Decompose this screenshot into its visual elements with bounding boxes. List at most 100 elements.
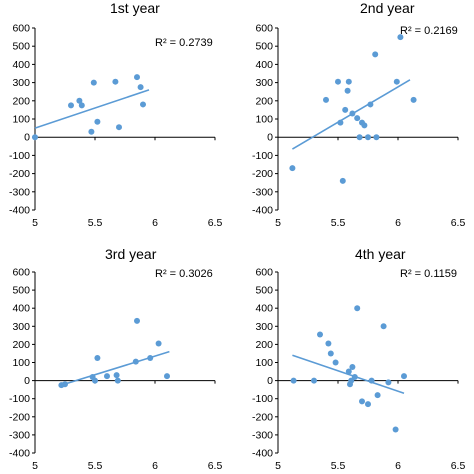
data-point	[116, 124, 122, 131]
x-tick-label: 5	[275, 217, 281, 229]
data-point	[94, 354, 101, 361]
data-point	[132, 358, 139, 365]
data-point	[349, 364, 356, 371]
data-point	[344, 87, 351, 94]
data-point	[342, 106, 349, 113]
data-point	[345, 368, 352, 375]
data-point	[397, 34, 404, 41]
x-tick-label: 6.5	[451, 460, 466, 472]
data-point	[339, 177, 346, 184]
data-point	[385, 379, 392, 386]
data-point	[373, 134, 380, 141]
y-tick-label: -200	[252, 168, 273, 180]
y-tick-label: 400	[255, 59, 273, 71]
y-tick-label: -200	[252, 411, 273, 423]
data-point	[380, 323, 387, 330]
r-squared-label: R² = 0.3026	[155, 268, 213, 280]
panel-3: 3rd year -400 -300 -200 -100 0 100 200 300 400 500…	[9, 246, 222, 472]
panel-title: 1st year	[110, 0, 160, 16]
y-tick-label: -100	[9, 150, 30, 162]
panel-title: 4th year	[355, 246, 406, 262]
r-squared-label: R² = 0.1159	[400, 268, 457, 280]
y-tick-label: 0	[267, 375, 273, 387]
data-point	[289, 165, 296, 172]
data-point	[356, 134, 363, 141]
data-point	[393, 78, 400, 85]
y-tick-label: 600	[12, 267, 30, 279]
y-tick-label: -400	[9, 448, 30, 460]
data-point	[134, 74, 140, 81]
x-tick-label: 6.5	[208, 217, 223, 229]
data-point	[332, 359, 339, 366]
x-tick-label: 6.5	[451, 217, 466, 229]
y-tick-label: 600	[255, 23, 273, 35]
y-tick-label: -200	[9, 168, 30, 180]
panel-4: 4th year -400 -300 -200 -100 0 100 200 300 400 500…	[252, 246, 465, 472]
data-point	[410, 96, 417, 103]
data-point	[137, 84, 144, 91]
data-point	[88, 128, 95, 135]
data-point	[113, 372, 120, 379]
panel-2: 2nd year -400 -300 -200 -100 0 100 200 300 400 500…	[252, 0, 465, 229]
data-point	[92, 377, 98, 384]
data-point	[32, 134, 38, 141]
x-tick-label: 5.5	[331, 460, 346, 472]
y-tick-label: 600	[12, 23, 30, 35]
data-point	[323, 96, 329, 103]
y-tick-label: 500	[255, 285, 273, 297]
y-tick-label: 300	[12, 321, 30, 333]
data-point	[114, 377, 121, 384]
data-point	[76, 97, 83, 104]
y-tick-label: 500	[255, 41, 273, 53]
data-point	[374, 392, 381, 399]
y-tick-label: 300	[12, 77, 30, 89]
y-tick-label: -100	[252, 393, 273, 405]
data-point	[354, 305, 361, 312]
data-point	[345, 78, 352, 85]
data-point	[147, 354, 154, 361]
data-point	[140, 101, 146, 108]
data-point	[335, 78, 341, 85]
data-point	[351, 373, 358, 380]
y-tick-label: -400	[252, 205, 273, 217]
r-squared-label: R² = 0.2169	[400, 25, 458, 37]
y-tick-label: 200	[12, 339, 30, 351]
data-point	[361, 122, 368, 129]
y-tick-label: 500	[12, 41, 30, 53]
y-tick-label: -100	[9, 393, 30, 405]
data-point	[325, 340, 332, 347]
y-tick-label: 200	[12, 95, 30, 107]
x-tick-label: 5.5	[331, 217, 346, 229]
data-point	[354, 115, 361, 122]
x-tick-label: 6	[152, 217, 158, 229]
y-tick-label: 0	[267, 132, 273, 144]
data-point	[401, 373, 407, 380]
data-point	[349, 110, 356, 117]
x-tick-label: 6.5	[208, 460, 223, 472]
x-tick-label: 6	[395, 460, 401, 472]
data-point	[164, 373, 170, 380]
data-point	[337, 119, 344, 126]
y-tick-label: 100	[255, 357, 273, 369]
y-tick-label: -300	[9, 186, 30, 198]
y-tick-label: 100	[12, 114, 30, 126]
data-point	[365, 401, 371, 408]
y-tick-label: 500	[12, 285, 30, 297]
y-tick-label: 400	[12, 303, 30, 315]
data-point	[104, 373, 110, 380]
y-tick-label: 100	[12, 357, 30, 369]
y-tick-label: -300	[9, 429, 30, 441]
data-point	[290, 377, 297, 384]
y-tick-label: 300	[255, 77, 273, 89]
y-tick-label: 0	[24, 375, 30, 387]
y-tick-label: 200	[255, 339, 273, 351]
data-point	[327, 350, 334, 357]
y-tick-label: -100	[252, 150, 273, 162]
panel-title: 3rd year	[105, 246, 157, 262]
panel-title: 2nd year	[360, 0, 415, 16]
data-point	[359, 398, 365, 405]
y-tick-label: 0	[24, 132, 30, 144]
data-point	[62, 381, 68, 388]
data-point	[365, 134, 371, 141]
y-tick-label: -400	[252, 448, 273, 460]
